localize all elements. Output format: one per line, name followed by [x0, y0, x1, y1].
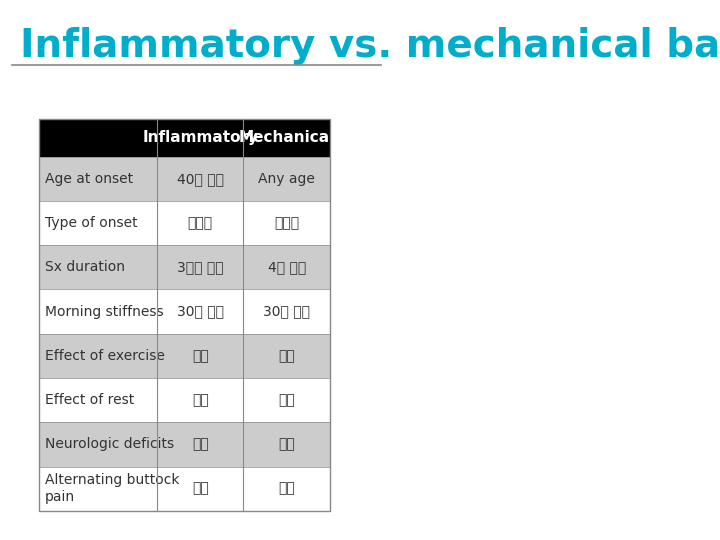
Bar	[40, 334, 330, 378]
Text: Morning stiffness: Morning stiffness	[45, 305, 163, 319]
Bar	[40, 119, 330, 157]
Text: Sx duration: Sx duration	[45, 260, 125, 274]
Text: 드뭄: 드뭄	[279, 482, 295, 496]
Text: Inflammatory vs. mechanical back pain: Inflammatory vs. mechanical back pain	[19, 27, 720, 65]
Text: 가능: 가능	[279, 437, 295, 451]
Text: Inflammatory: Inflammatory	[143, 130, 258, 145]
Text: Effect of exercise: Effect of exercise	[45, 349, 165, 363]
Text: Effect of rest: Effect of rest	[45, 393, 135, 407]
Text: 점진적: 점진적	[188, 216, 213, 230]
Bar	[40, 201, 330, 245]
Text: 흔함: 흔함	[192, 482, 209, 496]
Text: 3개월 이상: 3개월 이상	[177, 260, 224, 274]
Bar	[40, 245, 330, 289]
Text: 악화: 악화	[192, 393, 209, 407]
Bar	[40, 289, 330, 334]
Bar	[40, 157, 330, 201]
Bar	[40, 467, 330, 511]
Text: Type of onset: Type of onset	[45, 216, 138, 230]
Text: 4주 미만: 4주 미만	[268, 260, 306, 274]
Text: Neurologic deficits: Neurologic deficits	[45, 437, 174, 451]
Text: 호전: 호전	[192, 349, 209, 363]
Text: 호전: 호전	[279, 393, 295, 407]
Text: 40세 미만: 40세 미만	[177, 172, 224, 186]
Text: Alternating buttock
pain: Alternating buttock pain	[45, 473, 180, 504]
Bar	[40, 422, 330, 467]
Text: Mechanical: Mechanical	[238, 130, 335, 145]
Text: 30분 이상: 30분 이상	[177, 305, 224, 319]
Text: 30분 미만: 30분 미만	[264, 305, 310, 319]
Text: 악화: 악화	[279, 349, 295, 363]
Text: Age at onset: Age at onset	[45, 172, 133, 186]
Text: Any age: Any age	[258, 172, 315, 186]
Text: 드뭄: 드뭄	[192, 437, 209, 451]
Bar	[40, 378, 330, 422]
Bar	[40, 119, 330, 511]
Text: 갑자기: 갑자기	[274, 216, 300, 230]
